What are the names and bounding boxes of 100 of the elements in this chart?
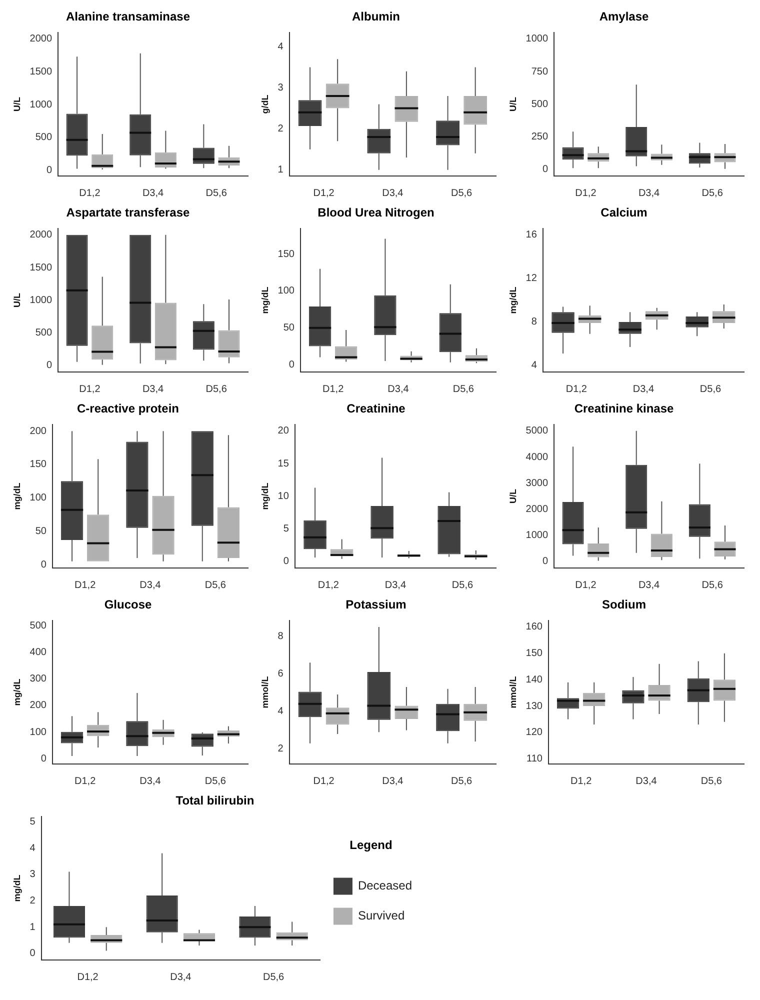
y-axis-title: mg/dL xyxy=(508,286,518,314)
y-tick-label: 16 xyxy=(526,230,538,241)
y-tick-label: 100 xyxy=(278,286,295,297)
chart-title: Creatinine xyxy=(346,402,406,416)
y-tick-label: 0 xyxy=(30,948,36,960)
chart-title: Alanine transaminase xyxy=(66,10,190,24)
x-tick-label: D1,2 xyxy=(74,580,96,591)
chart-title: C-reactive protein xyxy=(76,402,180,416)
y-axis-title: mg/dL xyxy=(12,482,22,510)
y-axis-title: mg/dL xyxy=(12,874,22,902)
y-axis-title: mg/dL xyxy=(12,678,22,706)
chart-title: Potassium xyxy=(346,598,406,612)
y-tick-label: 500 xyxy=(30,620,47,632)
y-tick-label: 200 xyxy=(30,426,47,437)
y-tick-label: 500 xyxy=(35,132,52,144)
y-tick-label: 500 xyxy=(35,328,52,339)
y-tick-label: 200 xyxy=(30,700,47,712)
x-tick-label: D3,4 xyxy=(382,776,404,787)
y-tick-label: 100 xyxy=(30,726,47,738)
x-tick-label: D1,2 xyxy=(79,384,101,395)
y-tick-label: 5 xyxy=(283,524,290,535)
x-tick-label: D5,6 xyxy=(204,776,226,787)
x-tick-label: D3,4 xyxy=(638,188,660,199)
y-tick-label: 2000 xyxy=(30,230,52,241)
x-tick-label: D3,4 xyxy=(140,580,162,591)
y-tick-label: 120 xyxy=(526,727,543,738)
y-tick-label: 0 xyxy=(46,360,52,372)
y-tick-label: 1000 xyxy=(526,34,548,45)
y-tick-label: 10 xyxy=(278,490,290,502)
x-tick-label: D5,6 xyxy=(451,188,473,199)
chart-title: Creatinine kinase xyxy=(574,402,674,416)
y-axis-title: g/dL xyxy=(260,94,270,114)
chart-title: Albumin xyxy=(352,10,400,24)
y-tick-label: 20 xyxy=(278,426,290,437)
y-tick-label: 3000 xyxy=(526,478,548,489)
x-tick-label: D5,6 xyxy=(702,188,724,199)
y-axis-title: U/L xyxy=(12,96,22,112)
x-tick-label: D3,4 xyxy=(384,580,406,591)
x-tick-label: D1,2 xyxy=(575,580,597,591)
y-axis-title: mmol/L xyxy=(260,676,270,708)
legend-title: Legend xyxy=(350,838,392,852)
y-tick-label: 150 xyxy=(278,248,295,260)
x-tick-label: D3,4 xyxy=(142,384,164,395)
y-tick-label: 500 xyxy=(531,98,548,110)
x-tick-label: D1,2 xyxy=(313,776,335,787)
y-axis-title: mg/dL xyxy=(260,286,270,314)
x-tick-label: D3,4 xyxy=(382,188,404,199)
y-tick-label: 8 xyxy=(531,316,538,328)
y-tick-label: 15 xyxy=(278,458,290,470)
x-tick-label: D3,4 xyxy=(632,384,654,395)
y-tick-label: 1000 xyxy=(30,99,52,110)
x-tick-label: D5,6 xyxy=(206,188,228,199)
y-tick-label: 6 xyxy=(278,668,284,680)
y-tick-label: 0 xyxy=(288,359,295,370)
y-tick-label: 300 xyxy=(30,674,47,685)
y-tick-label: 400 xyxy=(30,647,47,658)
x-tick-label: D3,4 xyxy=(388,384,410,395)
y-tick-label: 140 xyxy=(526,674,543,686)
x-tick-label: D5,6 xyxy=(451,776,473,787)
x-tick-label: D5,6 xyxy=(262,972,285,983)
y-tick-label: 4000 xyxy=(526,452,548,463)
y-tick-label: 2000 xyxy=(526,504,548,516)
legend-label: Survived xyxy=(358,908,405,923)
x-tick-label: D1,2 xyxy=(74,776,96,787)
y-tick-label: 12 xyxy=(526,273,538,284)
legend-label: Deceased xyxy=(358,878,412,893)
y-tick-label: 750 xyxy=(531,66,548,78)
y-axis-title: U/L xyxy=(12,292,22,308)
y-tick-label: 2 xyxy=(30,895,36,906)
y-axis-title: U/L xyxy=(508,96,518,112)
x-tick-label: D3,4 xyxy=(170,972,192,983)
x-tick-label: D3,4 xyxy=(140,776,162,787)
y-tick-label: 1000 xyxy=(526,530,548,542)
y-tick-label: 100 xyxy=(30,492,47,504)
x-tick-label: D3,4 xyxy=(638,580,660,591)
x-tick-label: D1,2 xyxy=(318,580,340,591)
x-tick-label: D1,2 xyxy=(77,972,99,983)
chart-title: Glucose xyxy=(104,598,152,612)
y-tick-label: 1 xyxy=(30,922,36,933)
x-tick-label: D5,6 xyxy=(206,384,228,395)
chart-title: Total bilirubin xyxy=(176,794,254,808)
y-tick-label: 4 xyxy=(278,706,284,718)
x-tick-label: D5,6 xyxy=(700,776,722,787)
x-tick-label: D5,6 xyxy=(702,580,724,591)
chart-title: Aspartate transferase xyxy=(66,206,190,220)
y-tick-label: 2000 xyxy=(30,34,52,45)
y-tick-label: 1 xyxy=(278,164,284,176)
y-tick-label: 4 xyxy=(531,360,538,372)
y-tick-label: 250 xyxy=(531,132,548,143)
y-tick-label: 130 xyxy=(526,700,543,712)
chart-title: Amylase xyxy=(599,10,650,24)
y-tick-label: 50 xyxy=(35,526,47,538)
y-axis-title: mmol/L xyxy=(508,676,518,708)
x-tick-label: D1,2 xyxy=(313,188,335,199)
y-tick-label: 110 xyxy=(526,753,543,764)
y-tick-label: 50 xyxy=(283,322,295,334)
y-tick-label: 0 xyxy=(283,556,290,568)
y-tick-label: 1000 xyxy=(30,294,52,306)
y-tick-label: 3 xyxy=(30,869,36,880)
x-tick-label: D3,4 xyxy=(142,188,164,199)
